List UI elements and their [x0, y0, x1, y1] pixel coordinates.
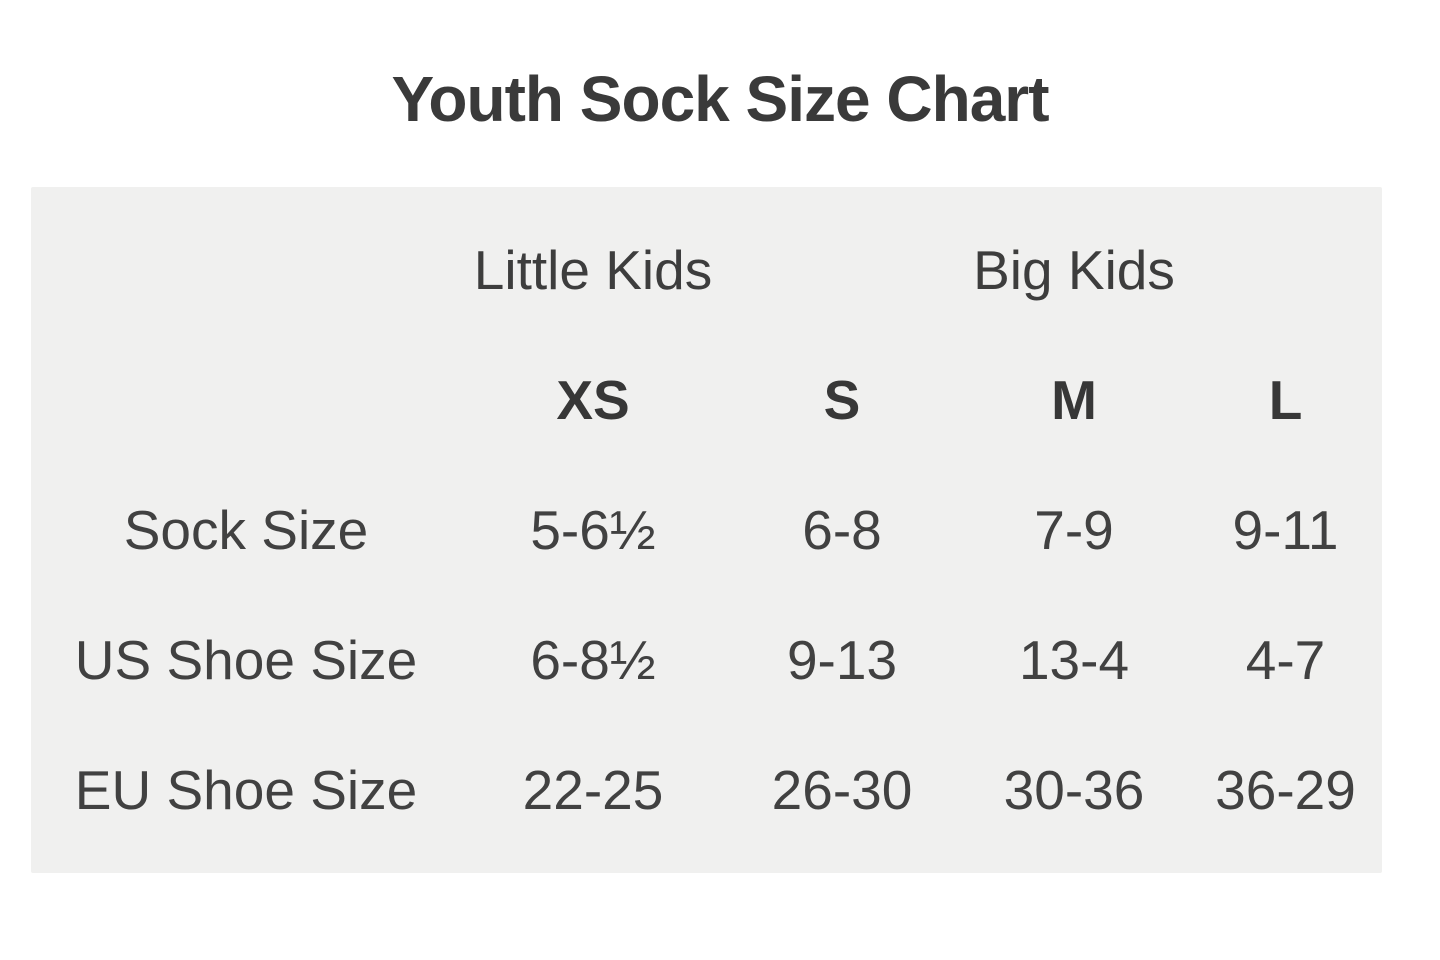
size-header-l: L [1268, 369, 1303, 431]
row-label-us-shoe-size: US Shoe Size [74, 629, 418, 691]
spacer-cell [725, 205, 959, 335]
eu-shoe-size-xs: 22-25 [522, 759, 664, 821]
us-shoe-size-s: 9-13 [786, 629, 898, 691]
sock-size-s: 6-8 [802, 499, 882, 561]
us-shoe-size-xs: 6-8½ [530, 629, 656, 691]
sock-size-xs: 5-6½ [530, 499, 656, 561]
row-label-sock-size: Sock Size [123, 499, 369, 561]
size-header-m: M [1051, 369, 1097, 431]
row-label-eu-shoe-size: EU Shoe Size [74, 759, 418, 821]
eu-shoe-size-s: 26-30 [771, 759, 913, 821]
page-title: Youth Sock Size Chart [391, 63, 1049, 135]
group-header-little-kids: Little Kids [473, 239, 713, 301]
size-header-xs: XS [556, 369, 630, 431]
eu-shoe-size-l: 36-29 [1215, 759, 1356, 821]
sock-size-m: 7-9 [1034, 499, 1114, 561]
spacer-cell [31, 335, 461, 465]
group-header-big-kids: Big Kids [973, 239, 1175, 301]
sock-size-l: 9-11 [1232, 499, 1339, 561]
us-shoe-size-m: 13-4 [1018, 629, 1130, 691]
size-header-s: S [823, 369, 861, 431]
spacer-cell [1189, 205, 1382, 335]
spacer-cell [31, 205, 461, 335]
size-chart-table: Little Kids Big Kids XS S M L Sock Size … [31, 187, 1382, 855]
us-shoe-size-l: 4-7 [1245, 629, 1326, 691]
size-chart-panel: Little Kids Big Kids XS S M L Sock Size … [31, 187, 1382, 873]
eu-shoe-size-m: 30-36 [1003, 759, 1145, 821]
